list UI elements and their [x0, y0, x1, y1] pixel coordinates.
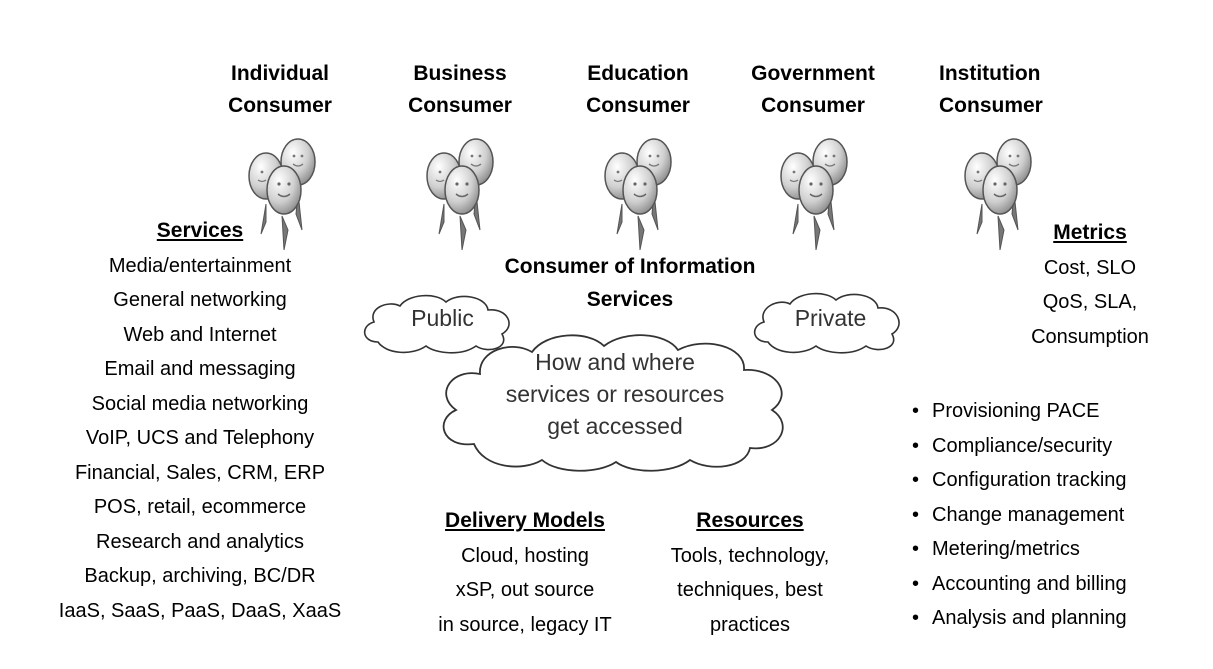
- public-label: Public: [411, 305, 474, 331]
- center-title-line1: Consumer of Information: [504, 255, 756, 278]
- resource-item: Tools, technology,: [670, 544, 830, 567]
- delivery-models-section: Delivery Models Cloud, hosting xSP, out …: [410, 504, 640, 642]
- cloud-line3: get accessed: [547, 413, 683, 439]
- resources-heading: Resources: [696, 509, 804, 532]
- consumer-line2: Consumer: [761, 94, 865, 117]
- list-item: Accounting and billing: [912, 567, 1127, 602]
- resource-item: practices: [709, 613, 791, 636]
- service-item: VoIP, UCS and Telephony: [85, 427, 315, 449]
- center-title: Consumer of Information Services: [470, 250, 790, 316]
- list-item: Change management: [912, 498, 1127, 533]
- consumer-line1: Government: [751, 62, 875, 85]
- consumer-line2: Consumer: [228, 94, 332, 117]
- service-item: Backup, archiving, BC/DR: [84, 565, 316, 587]
- private-label: Private: [794, 305, 867, 331]
- consumer-line1: Individual: [230, 62, 329, 85]
- delivery-item: Cloud, hosting: [461, 544, 589, 567]
- service-item: POS, retail, ecommerce: [93, 496, 307, 518]
- metrics-bullet-list: Provisioning PACE Compliance/security Co…: [912, 394, 1127, 636]
- delivery-item: in source, legacy IT: [438, 613, 612, 636]
- list-item: Compliance/security: [912, 429, 1127, 464]
- list-item: Configuration tracking: [912, 463, 1127, 498]
- consumer-label-education: Education Consumer: [553, 58, 723, 122]
- private-cloud-icon: [753, 292, 900, 354]
- service-item: Research and analytics: [96, 530, 304, 553]
- consumer-line1: Education: [587, 62, 689, 85]
- consumer-line2: Consumer: [939, 94, 1043, 117]
- metrics-heading: Metrics: [1053, 221, 1127, 244]
- list-item: Analysis and planning: [912, 601, 1127, 636]
- services-heading: Services: [156, 219, 244, 242]
- metrics-item: Consumption: [1031, 325, 1149, 348]
- resource-item: techniques, best: [677, 579, 823, 601]
- balloons-icon: [776, 132, 856, 250]
- services-section: Services Media/entertainment General net…: [10, 214, 390, 628]
- consumer-line1: Business: [413, 62, 507, 85]
- service-item: Web and Internet: [123, 323, 277, 346]
- consumer-line1: Institution: [939, 62, 1041, 85]
- service-item: General networking: [113, 289, 287, 311]
- consumer-label-individual: Individual Consumer: [195, 58, 365, 122]
- consumer-label-government: Government Consumer: [728, 58, 898, 122]
- balloons-icon: [600, 132, 680, 250]
- access-cloud-text: How and where services or resources get …: [448, 346, 782, 442]
- service-item: Email and messaging: [104, 358, 296, 380]
- balloons-icon: [422, 132, 502, 250]
- metrics-section: Metrics Cost, SLO QoS, SLA, Consumption: [1000, 216, 1180, 354]
- cloud-line2: services or resources: [505, 381, 725, 407]
- list-item: Metering/metrics: [912, 532, 1127, 567]
- consumer-line2: Consumer: [586, 94, 690, 117]
- consumer-line2: Consumer: [408, 94, 512, 117]
- service-item: Media/entertainment: [108, 254, 292, 277]
- consumer-label-institution: Institution Consumer: [903, 58, 1099, 122]
- access-cloud-icon: [442, 334, 784, 472]
- delivery-models-heading: Delivery Models: [445, 509, 605, 532]
- public-cloud-icon: [363, 294, 510, 354]
- metrics-item: QoS, SLA,: [1042, 291, 1138, 313]
- service-item: Financial, Sales, CRM, ERP: [74, 461, 326, 484]
- delivery-item: xSP, out source: [455, 579, 595, 601]
- service-item: IaaS, SaaS, PaaS, DaaS, XaaS: [58, 599, 342, 622]
- consumer-label-business: Business Consumer: [375, 58, 545, 122]
- service-item: Social media networking: [91, 392, 309, 415]
- cloud-line1: How and where: [535, 349, 695, 375]
- list-item: Provisioning PACE: [912, 394, 1127, 429]
- center-title-line2: Services: [586, 288, 674, 311]
- metrics-item: Cost, SLO: [1043, 256, 1137, 279]
- resources-section: Resources Tools, technology, techniques,…: [645, 504, 855, 642]
